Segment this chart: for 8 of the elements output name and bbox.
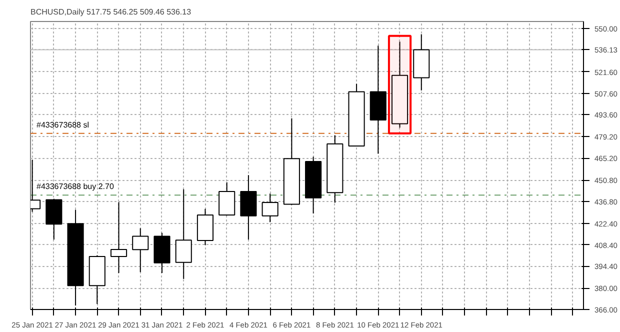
candlestick	[110, 202, 128, 274]
chart-title: BCHUSD,Daily 517.75 546.25 509.46 536.13	[30, 8, 192, 16]
ref-line-label: #433673688 buy 2.70	[36, 182, 114, 192]
ref-line-label: #433673688 sl	[36, 120, 90, 130]
candlestick	[175, 188, 192, 280]
candlestick	[132, 228, 149, 273]
candlestick	[262, 193, 278, 223]
candlestick	[218, 182, 236, 216]
